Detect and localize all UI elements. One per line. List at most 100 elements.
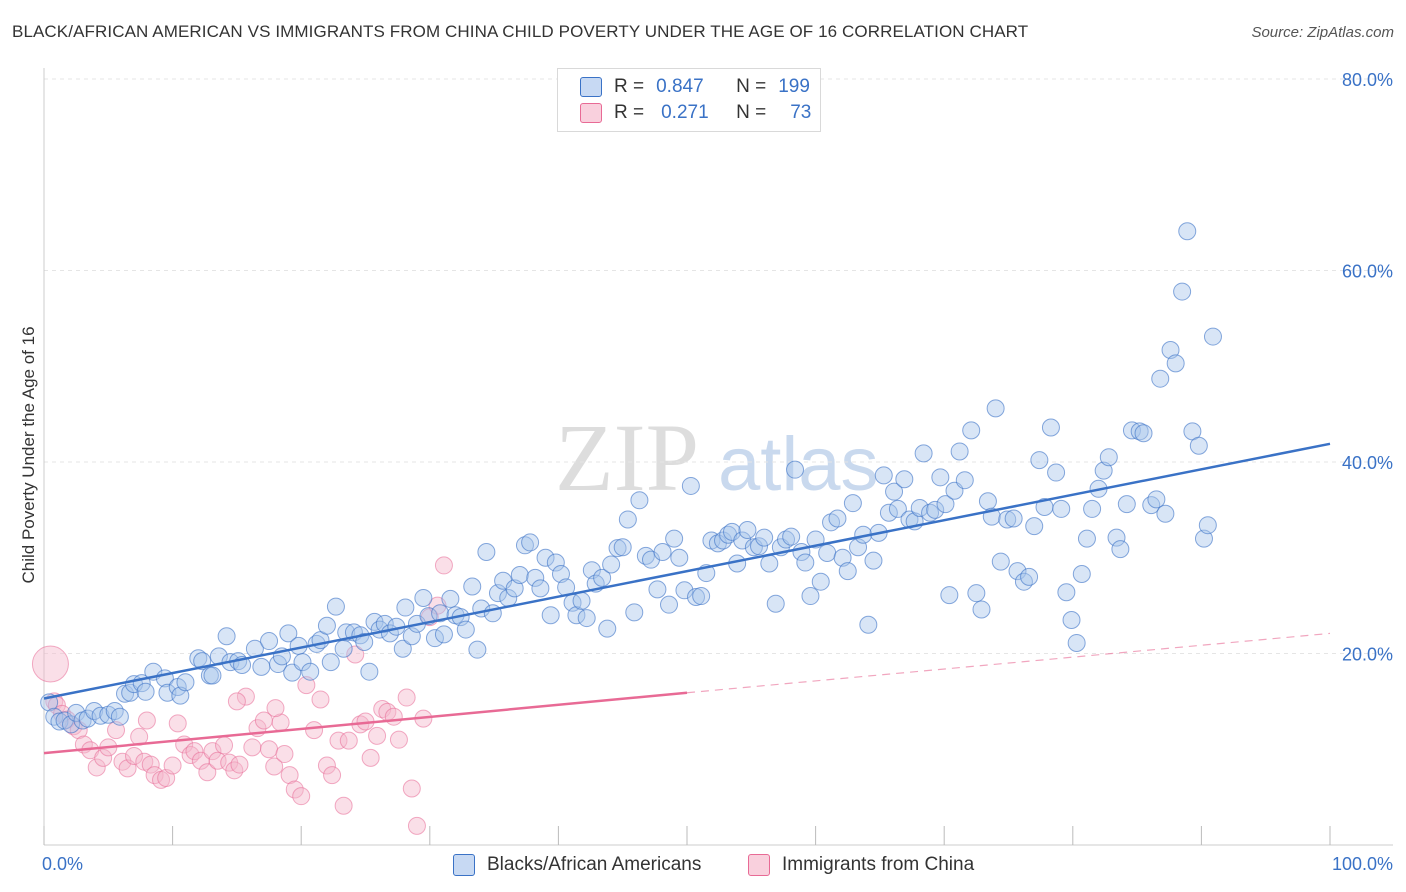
data-point (176, 673, 195, 692)
data-point (687, 588, 706, 607)
data-point (598, 619, 617, 638)
legend-swatch-blue (580, 77, 602, 97)
data-point (136, 682, 155, 701)
data-point (801, 587, 820, 606)
data-point (786, 460, 805, 479)
data-point (360, 662, 379, 681)
data-point (1111, 540, 1130, 559)
trend-lines (43, 442, 1331, 755)
data-point (755, 528, 774, 547)
grid (44, 78, 1393, 654)
data-point (648, 580, 667, 599)
data-point (1189, 436, 1208, 455)
legend-r-label: R = (614, 76, 645, 97)
data-point (50, 712, 69, 731)
data-point (368, 726, 387, 745)
data-point (1151, 369, 1170, 388)
watermark-zip: ZIP (555, 404, 699, 511)
series-blacks-african-americans (40, 222, 1222, 734)
chart-title: BLACK/AFRICAN AMERICAN VS IMMIGRANTS FRO… (12, 22, 1029, 41)
data-point (334, 796, 353, 815)
data-point (45, 707, 64, 726)
data-point (818, 543, 837, 562)
data-point (105, 701, 124, 720)
data-point (926, 500, 945, 519)
data-point (1107, 528, 1126, 547)
data-point (230, 755, 249, 774)
watermark: ZIP atlas (555, 404, 879, 511)
data-point (110, 707, 129, 726)
y-tick-label: 60.0% (1342, 262, 1393, 282)
data-point (608, 539, 627, 558)
legend-row-china: R = 0.271 N = 73 (580, 100, 811, 126)
data-point (87, 758, 106, 777)
legend-n-value: 73 (790, 102, 812, 123)
data-point (168, 714, 187, 733)
data-point (265, 757, 284, 776)
data-point (297, 676, 316, 695)
x-tick-label: 0.0% (42, 854, 83, 874)
data-point (1178, 222, 1197, 241)
data-point (526, 568, 545, 587)
data-point (653, 543, 672, 562)
data-point (972, 600, 991, 619)
data-point (225, 761, 244, 780)
data-point (838, 562, 857, 581)
data-point (874, 466, 893, 485)
data-point (864, 551, 883, 570)
data-point (326, 597, 345, 616)
data-point (463, 577, 482, 596)
legend-r-value: 0.271 (661, 102, 709, 123)
y-tick-label: 40.0% (1342, 453, 1393, 473)
trend-line-china (43, 691, 688, 755)
data-point (962, 421, 981, 440)
data-point (1077, 529, 1096, 548)
data-point (625, 603, 644, 622)
data-point (546, 553, 565, 572)
axes (43, 68, 1393, 846)
data-point (198, 763, 217, 782)
data-point (334, 639, 353, 658)
data-point (252, 657, 271, 676)
legend-r-value: 0.847 (656, 76, 704, 97)
data-point (31, 645, 69, 683)
data-point (967, 584, 986, 603)
data-point (361, 748, 380, 767)
legend-r-label: R = (614, 102, 645, 123)
data-point (914, 444, 933, 463)
data-point (1083, 499, 1102, 518)
data-point (885, 482, 904, 501)
data-point (536, 548, 555, 567)
data-point (859, 615, 878, 634)
data-point (1094, 461, 1113, 480)
data-point (346, 645, 365, 664)
data-point (163, 756, 182, 775)
data-point (1047, 463, 1066, 482)
data-point (1194, 529, 1213, 548)
data-point (171, 686, 190, 705)
data-point (468, 640, 487, 659)
data-point (275, 745, 294, 764)
data-point (1041, 418, 1060, 437)
data-point (266, 699, 285, 718)
bottom-legend-label: Immigrants from China (782, 854, 975, 875)
data-point (434, 625, 453, 644)
data-point (936, 495, 955, 514)
data-point (1052, 499, 1071, 518)
data-point (236, 687, 255, 706)
data-point (675, 581, 694, 600)
source-label: Source: ZipAtlas.com (1251, 24, 1394, 41)
data-point (1142, 496, 1161, 515)
data-point (986, 399, 1005, 418)
data-point (293, 653, 312, 672)
data-point (402, 779, 421, 798)
data-point (203, 742, 222, 761)
y-tick-label: 20.0% (1342, 645, 1393, 665)
data-point (208, 751, 227, 770)
data-point (618, 510, 637, 529)
data-point (1117, 495, 1136, 514)
data-point (1057, 583, 1076, 602)
data-point (137, 711, 156, 730)
data-point (681, 476, 700, 495)
